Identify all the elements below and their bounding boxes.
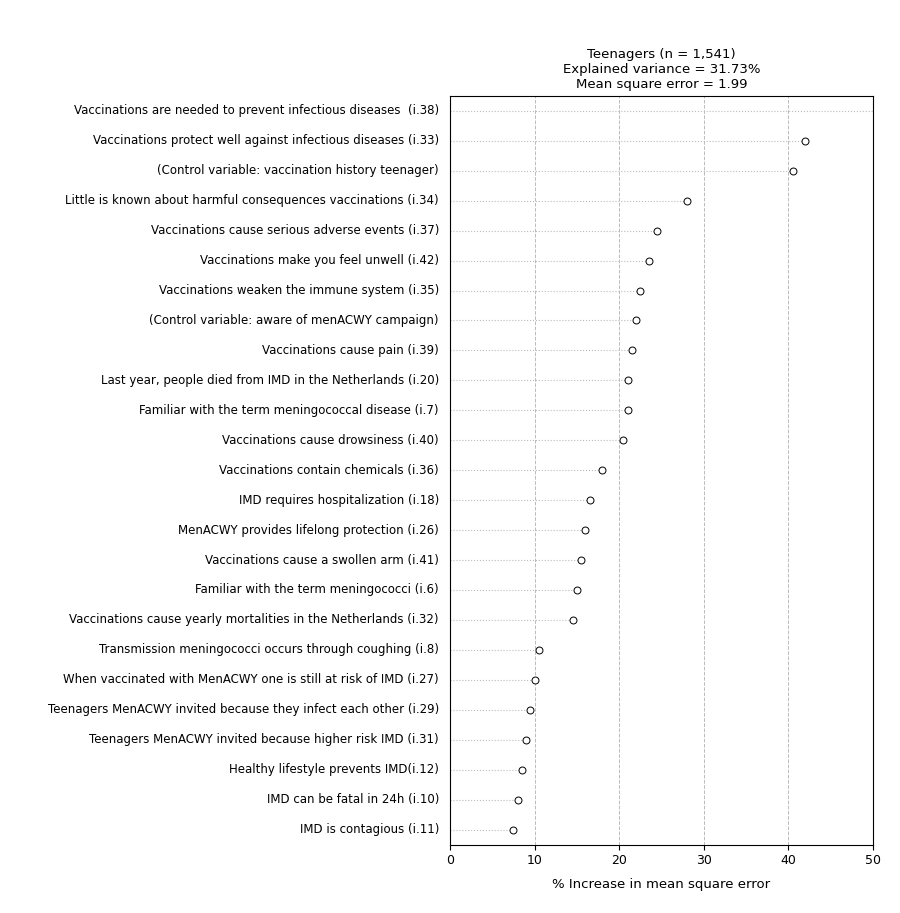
Point: [570, 582, 584, 597]
Text: Vaccinations cause drowsiness (i.40): Vaccinations cause drowsiness (i.40): [222, 434, 439, 446]
Point: [616, 433, 631, 447]
Text: Familiar with the term meningococci (i.6): Familiar with the term meningococci (i.6…: [195, 583, 439, 596]
Text: Vaccinations make you feel unwell (i.42): Vaccinations make you feel unwell (i.42): [200, 254, 439, 268]
Point: [870, 103, 885, 118]
Text: Teenagers (n = 1,541)
Explained variance = 31.73%
Mean square error = 1.99: Teenagers (n = 1,541) Explained variance…: [562, 48, 760, 91]
Text: Teenagers MenACWY invited because higher risk IMD (i.31): Teenagers MenACWY invited because higher…: [89, 733, 439, 746]
Point: [620, 403, 634, 417]
Text: Vaccinations cause a swollen arm (i.41): Vaccinations cause a swollen arm (i.41): [205, 553, 439, 567]
Point: [532, 643, 546, 657]
Point: [798, 133, 813, 148]
Text: Little is known about harmful consequences vaccinations (i.34): Little is known about harmful consequenc…: [66, 194, 439, 207]
Point: [506, 823, 520, 837]
Text: Vaccinations cause pain (i.39): Vaccinations cause pain (i.39): [262, 344, 439, 357]
Text: Vaccinations protect well against infectious diseases (i.33): Vaccinations protect well against infect…: [93, 134, 439, 147]
Point: [634, 283, 648, 298]
Text: Vaccinations cause yearly mortalities in the Netherlands (i.32): Vaccinations cause yearly mortalities in…: [69, 614, 439, 626]
Text: (Control variable: vaccination history teenager): (Control variable: vaccination history t…: [158, 164, 439, 177]
Text: IMD can be fatal in 24h (i.10): IMD can be fatal in 24h (i.10): [266, 793, 439, 806]
Text: When vaccinated with MenACWY one is still at risk of IMD (i.27): When vaccinated with MenACWY one is stil…: [63, 673, 439, 687]
Point: [527, 673, 542, 687]
Text: (Control variable: aware of menACWY campaign): (Control variable: aware of menACWY camp…: [149, 314, 439, 327]
Text: Healthy lifestyle prevents IMD(i.12): Healthy lifestyle prevents IMD(i.12): [229, 763, 439, 776]
Text: Teenagers MenACWY invited because they infect each other (i.29): Teenagers MenACWY invited because they i…: [48, 703, 439, 717]
Text: IMD is contagious (i.11): IMD is contagious (i.11): [300, 823, 439, 836]
Point: [578, 523, 592, 538]
Point: [574, 552, 589, 567]
Text: Familiar with the term meningococcal disease (i.7): Familiar with the term meningococcal dis…: [140, 404, 439, 417]
Point: [786, 163, 800, 178]
Point: [680, 194, 694, 208]
Point: [629, 313, 643, 328]
Text: Vaccinations are needed to prevent infectious diseases  (i.38): Vaccinations are needed to prevent infec…: [74, 104, 439, 118]
Text: Vaccinations contain chemicals (i.36): Vaccinations contain chemicals (i.36): [220, 464, 439, 477]
Text: Vaccinations cause serious adverse events (i.37): Vaccinations cause serious adverse event…: [150, 224, 439, 237]
Point: [519, 732, 534, 747]
Text: MenACWY provides lifelong protection (i.26): MenACWY provides lifelong protection (i.…: [178, 523, 439, 537]
Point: [650, 224, 664, 238]
Point: [523, 702, 537, 717]
Text: Vaccinations weaken the immune system (i.35): Vaccinations weaken the immune system (i…: [158, 284, 439, 297]
Point: [625, 343, 639, 358]
Text: Transmission meningococci occurs through coughing (i.8): Transmission meningococci occurs through…: [99, 644, 439, 656]
Point: [565, 613, 580, 627]
X-axis label: % Increase in mean square error: % Increase in mean square error: [553, 878, 770, 891]
Point: [642, 253, 656, 268]
Point: [515, 762, 529, 777]
Point: [595, 463, 609, 477]
Point: [582, 493, 597, 508]
Point: [620, 373, 634, 388]
Text: Last year, people died from IMD in the Netherlands (i.20): Last year, people died from IMD in the N…: [101, 373, 439, 387]
Point: [510, 792, 525, 807]
Text: IMD requires hospitalization (i.18): IMD requires hospitalization (i.18): [238, 494, 439, 507]
